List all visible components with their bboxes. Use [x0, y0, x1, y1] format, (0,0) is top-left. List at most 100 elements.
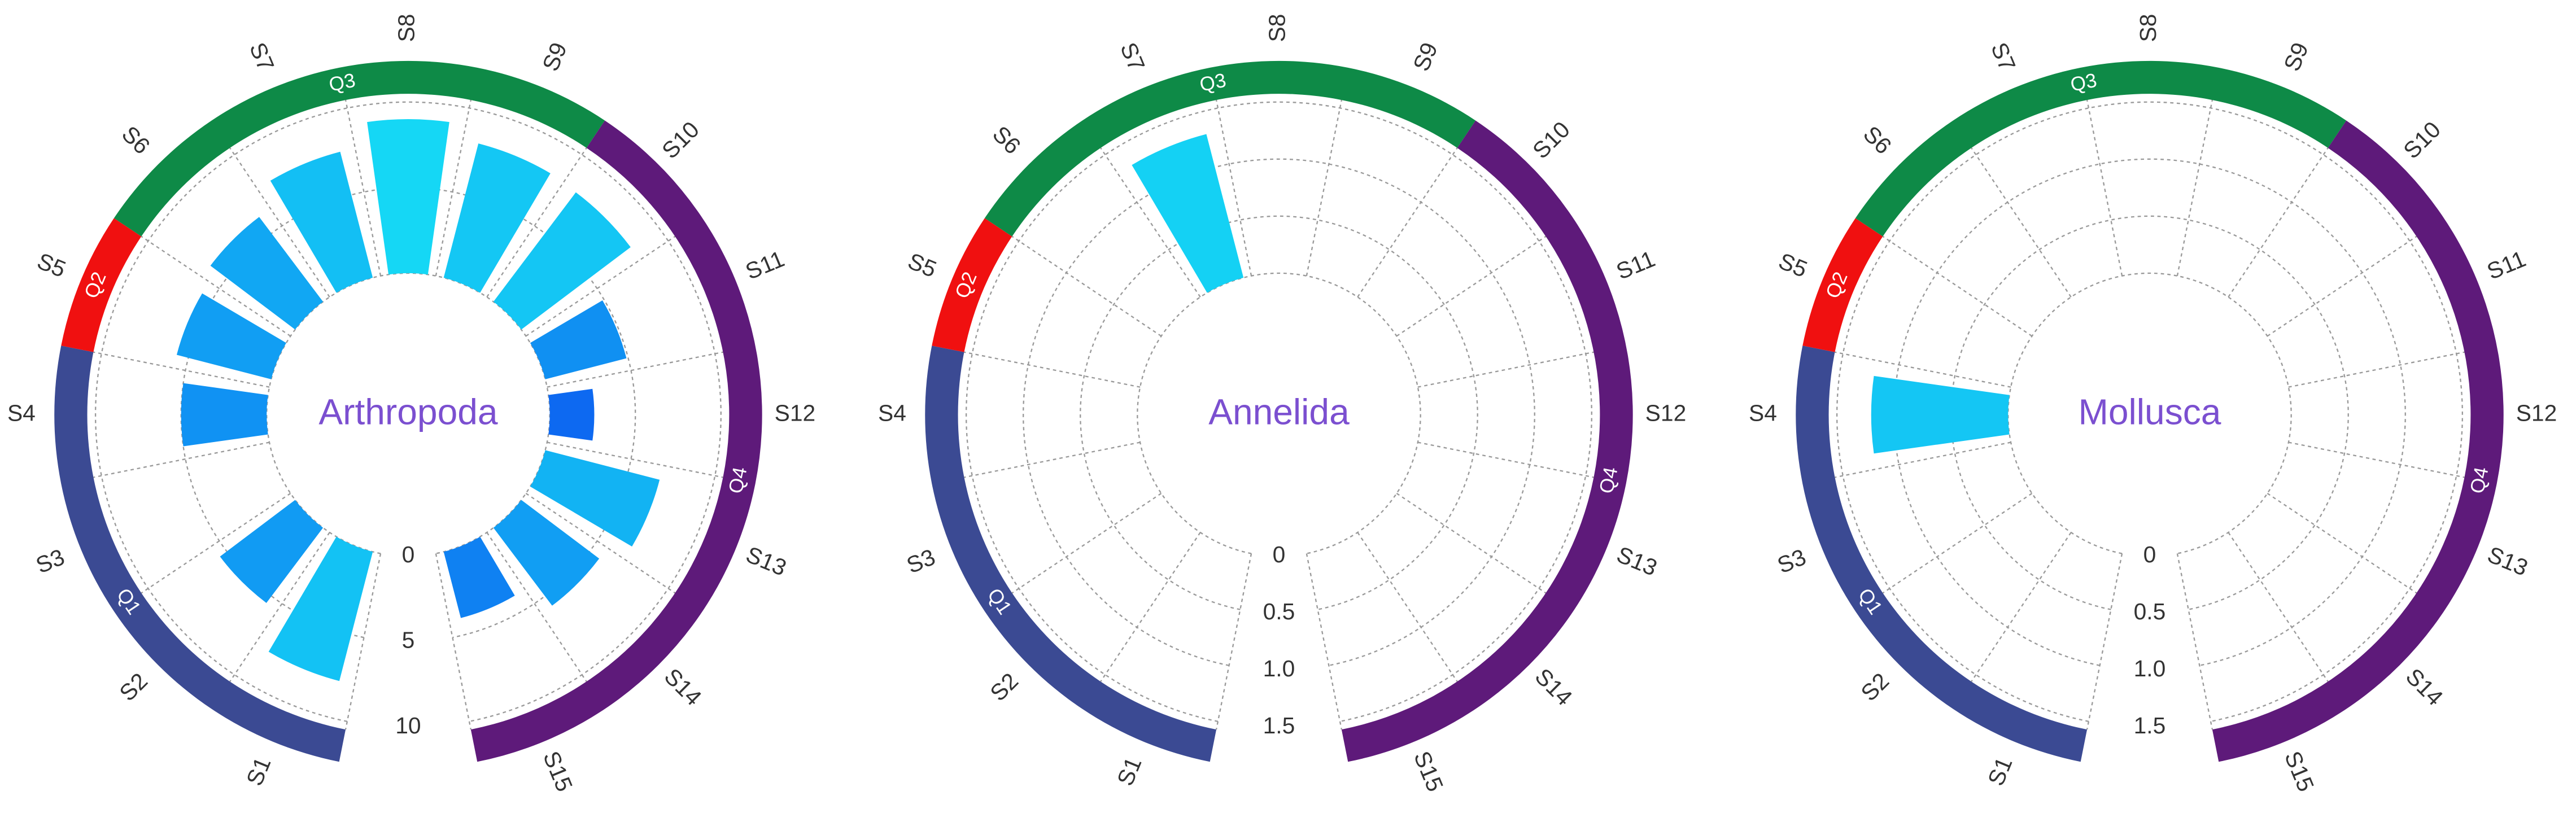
- category-label: S14: [2401, 663, 2448, 711]
- category-label: S11: [2483, 246, 2530, 285]
- category-label: S11: [742, 246, 788, 285]
- group-ring: [1802, 218, 1883, 352]
- category-label: S6: [988, 121, 1026, 159]
- category-label: S9: [1408, 39, 1443, 75]
- radial-grid-line: [1357, 532, 1458, 682]
- chart-title: Mollusca: [2079, 392, 2221, 432]
- radial-grid-line: [1835, 442, 2011, 478]
- bar: [1165, 301, 1194, 330]
- category-label: S7: [1115, 39, 1150, 75]
- bar: [1142, 343, 1157, 379]
- category-label: S8: [394, 14, 420, 42]
- category-label: S9: [537, 39, 572, 75]
- category-label: S8: [1264, 14, 1290, 42]
- category-label: S11: [1613, 246, 1659, 285]
- group-ring: [932, 218, 1012, 352]
- radial-grid-line: [1396, 492, 1547, 594]
- category-label: S15: [2280, 748, 2319, 795]
- bar: [1364, 301, 1392, 330]
- category-label: S6: [117, 121, 155, 159]
- radial-grid-line: [2267, 492, 2417, 594]
- bar: [2036, 301, 2065, 330]
- category-label: S3: [32, 544, 68, 579]
- bar: [2234, 301, 2263, 330]
- category-label: S10: [2398, 116, 2446, 164]
- bar: [1364, 500, 1392, 528]
- category-label: S2: [985, 668, 1023, 706]
- radial-grid-line: [1011, 235, 1162, 337]
- radial-grid-line: [2288, 442, 2465, 478]
- bar: [443, 143, 551, 293]
- category-label: S9: [2278, 39, 2313, 75]
- category-label: S7: [1986, 39, 2021, 75]
- bar: [1314, 536, 1351, 552]
- grid-circle: [965, 101, 1592, 722]
- category-label: S4: [1749, 400, 1777, 426]
- radial-tick-label: 0: [2143, 541, 2156, 567]
- radial-tick-label: 5: [402, 627, 415, 653]
- category-label: S10: [657, 116, 704, 164]
- category-label: S7: [244, 39, 280, 75]
- bar: [530, 450, 660, 547]
- radial-grid-line: [1396, 235, 1547, 337]
- category-label: S2: [1855, 668, 1894, 706]
- category-label: S2: [114, 668, 152, 706]
- radial-tick-label: 1.0: [1263, 655, 1295, 681]
- category-label: S1: [241, 753, 276, 789]
- category-label: S10: [1527, 116, 1575, 164]
- bar: [1400, 343, 1416, 379]
- category-label: S15: [538, 748, 578, 795]
- category-label: S15: [1409, 748, 1448, 795]
- radial-tick-label: 1.5: [1263, 713, 1295, 738]
- polar-chart: 0 5 10 S1 S2 S3 S4 S5 S6 S7 S8 S9 S10 S11 S12 S13 S14 S15…: [7, 14, 815, 795]
- group-label: Q4: [1595, 465, 1622, 495]
- bar: [2271, 450, 2287, 487]
- group-label: Q3: [1198, 69, 1228, 96]
- grid-circle: [94, 101, 722, 722]
- bar: [270, 151, 373, 293]
- category-label: S14: [660, 663, 707, 711]
- category-label: S14: [1530, 663, 1578, 711]
- category-label: S1: [1983, 753, 2018, 789]
- bar: [1400, 450, 1416, 487]
- group-ring: [113, 60, 605, 237]
- radial-grid-line: [964, 351, 1141, 388]
- radial-tick-label: 0.5: [1263, 598, 1295, 624]
- bar: [1132, 134, 1244, 293]
- bar: [1142, 450, 1157, 487]
- radial-grid-line: [2228, 147, 2329, 298]
- radial-grid-line: [1971, 532, 2072, 682]
- radial-grid-line: [2176, 553, 2213, 730]
- group-ring: [470, 120, 762, 762]
- bar: [1165, 500, 1194, 528]
- radial-grid-line: [2086, 553, 2123, 730]
- category-label: S5: [33, 248, 69, 283]
- group-label: Q3: [2068, 69, 2098, 96]
- radial-grid-line: [93, 442, 270, 478]
- bar: [220, 500, 324, 603]
- radial-grid-line: [1357, 147, 1458, 298]
- radial-tick-label: 1.5: [2134, 713, 2166, 738]
- bar: [268, 536, 373, 681]
- bar: [2234, 500, 2263, 528]
- radial-tick-label: 0: [1273, 541, 1286, 567]
- bar: [367, 119, 449, 275]
- radial-grid-line: [1011, 492, 1162, 594]
- radial-grid-line: [2228, 532, 2329, 682]
- radial-grid-line: [2086, 99, 2123, 276]
- category-label: S6: [1858, 121, 1897, 159]
- radial-grid-line: [1306, 99, 1343, 276]
- bar: [2271, 343, 2287, 379]
- chart-title: Annelida: [1208, 392, 1350, 432]
- category-label: S12: [1645, 400, 1687, 426]
- bar: [2077, 277, 2115, 293]
- category-label: S3: [1774, 544, 1810, 579]
- bar: [1314, 277, 1351, 293]
- bar: [443, 536, 515, 618]
- bar: [1207, 536, 1244, 552]
- category-label: S3: [903, 544, 939, 579]
- category-label: S13: [743, 541, 791, 581]
- group-ring: [61, 218, 142, 352]
- category-label: S4: [7, 400, 36, 426]
